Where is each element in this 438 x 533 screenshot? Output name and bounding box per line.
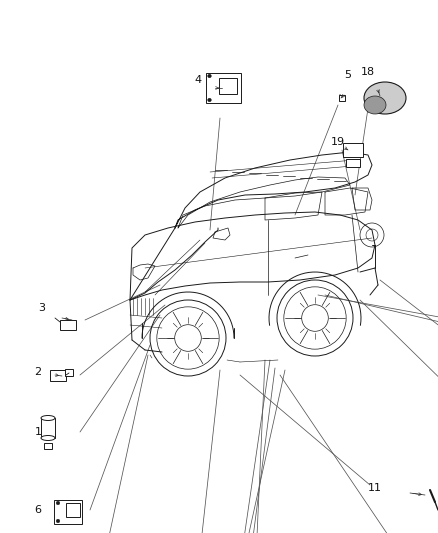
Ellipse shape — [364, 82, 406, 114]
Text: 6: 6 — [35, 505, 42, 515]
Text: 1: 1 — [35, 427, 42, 437]
Bar — [54, 500, 82, 524]
Ellipse shape — [364, 96, 386, 114]
Circle shape — [208, 98, 211, 102]
Circle shape — [56, 501, 60, 505]
Bar — [343, 143, 363, 157]
Circle shape — [56, 519, 60, 523]
Text: 2: 2 — [35, 367, 42, 377]
Text: 3: 3 — [39, 303, 46, 313]
Text: 19: 19 — [331, 137, 345, 147]
Bar — [339, 95, 345, 101]
Bar — [219, 78, 237, 94]
Ellipse shape — [41, 435, 55, 440]
Text: 4: 4 — [194, 75, 201, 85]
Bar — [41, 418, 55, 438]
Bar — [44, 443, 52, 449]
Circle shape — [208, 74, 211, 78]
Text: 11: 11 — [368, 483, 382, 493]
Bar — [50, 369, 66, 381]
Text: 5: 5 — [345, 70, 352, 80]
Bar — [66, 503, 80, 516]
Ellipse shape — [41, 416, 55, 421]
Text: 18: 18 — [361, 67, 375, 77]
Bar — [65, 368, 73, 376]
Bar — [205, 73, 240, 103]
Bar — [60, 320, 76, 330]
Bar — [346, 159, 360, 167]
